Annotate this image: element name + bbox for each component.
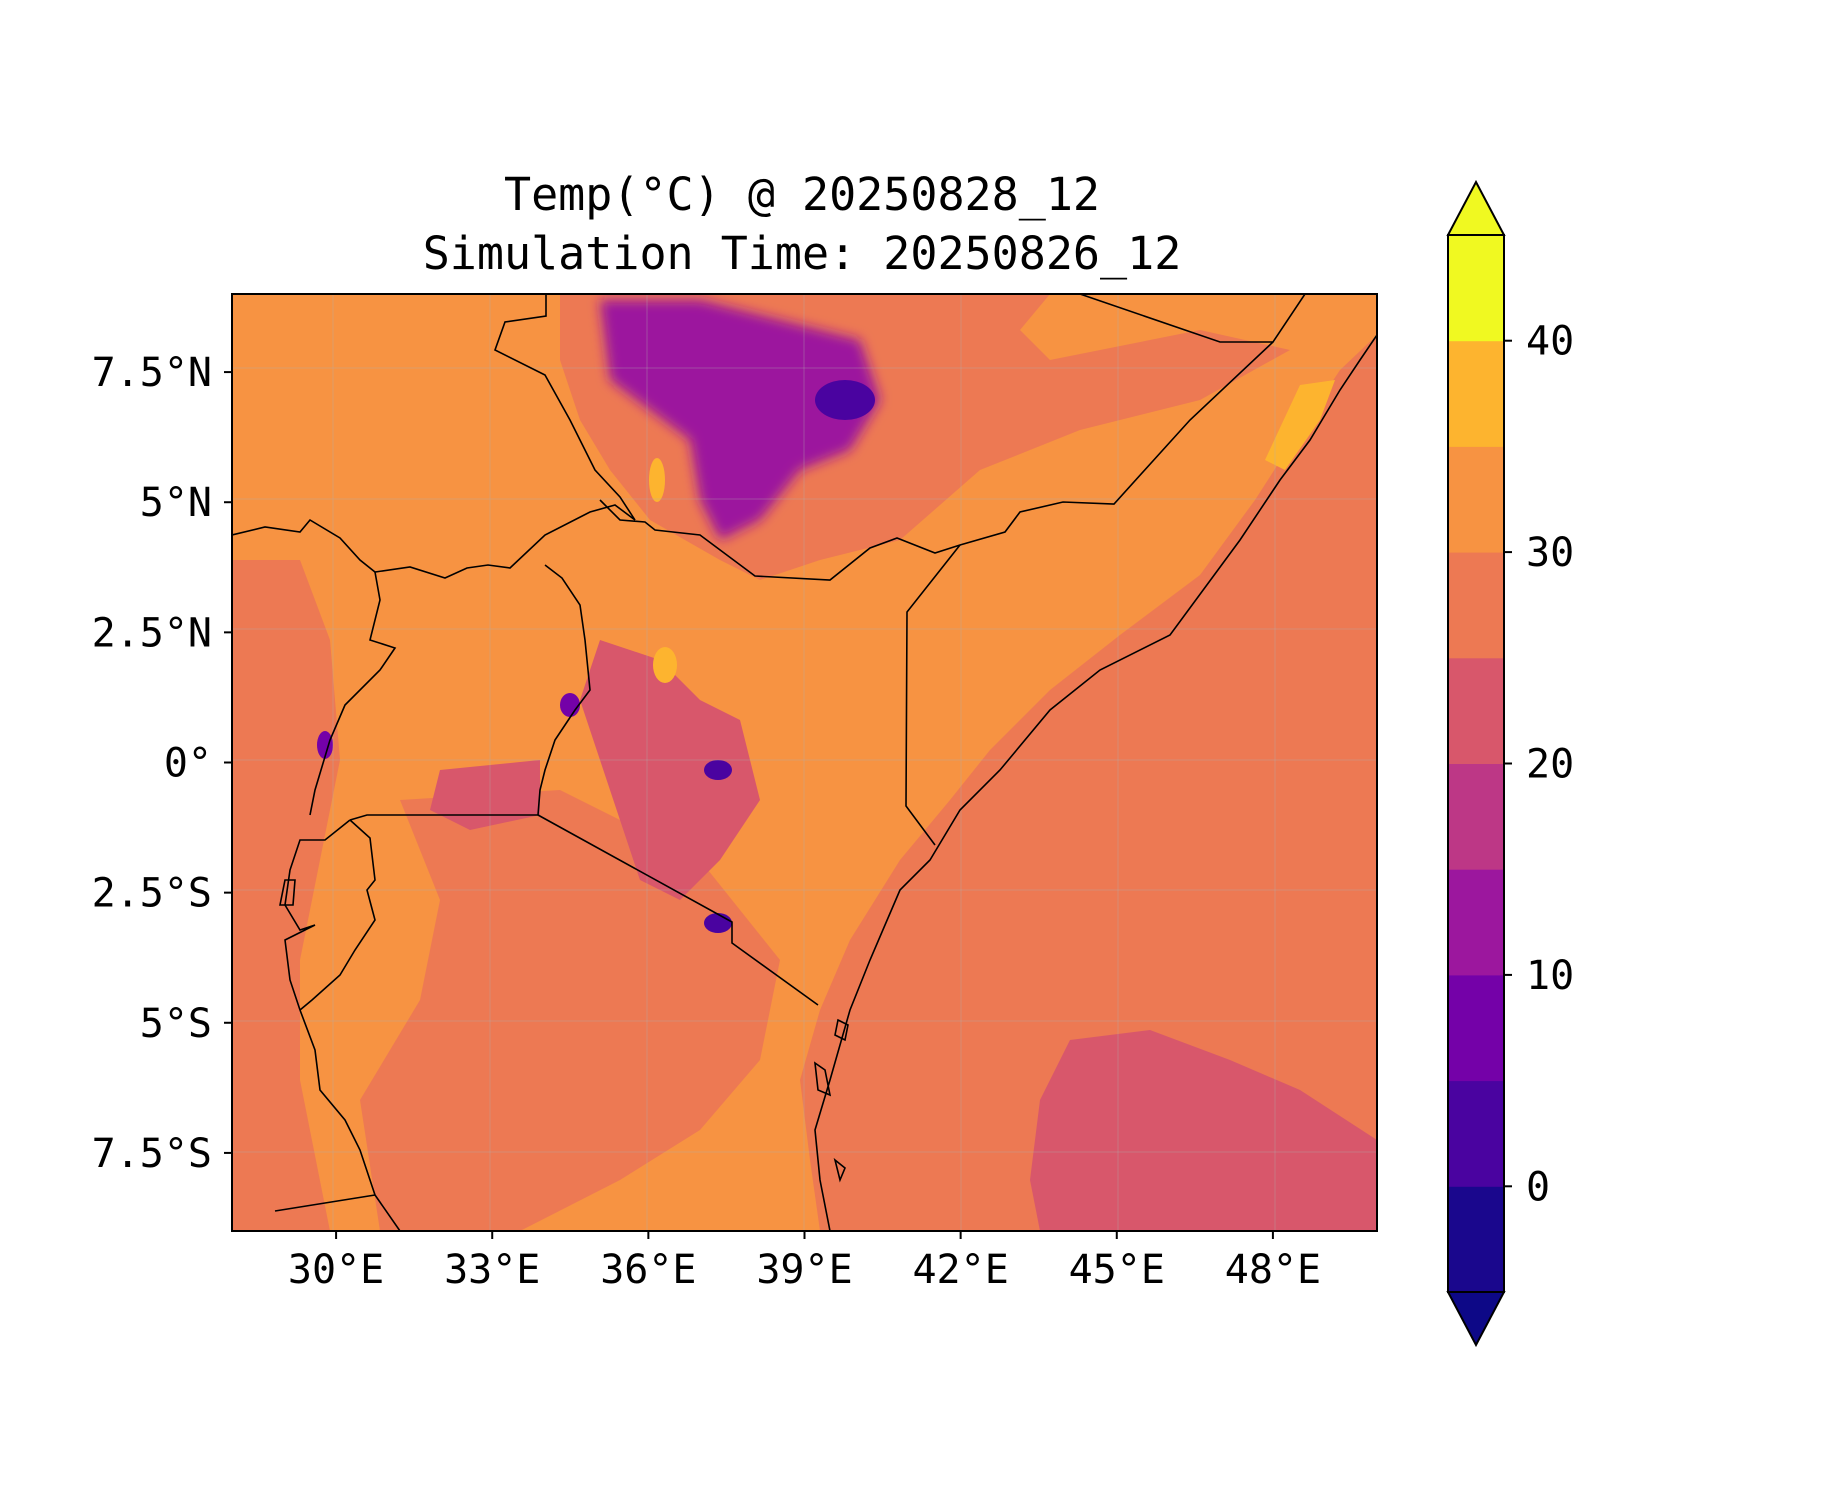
pemba-island bbox=[814, 1061, 832, 1097]
border-rwanda-drc bbox=[284, 819, 401, 1231]
y-tick-label: 7.5°N bbox=[92, 350, 212, 396]
y-tick-label: 2.5°S bbox=[92, 871, 212, 917]
field-peak-mt-kenya bbox=[704, 760, 732, 780]
border-rwanda-burundi-tanzania bbox=[299, 819, 376, 1011]
y-axis: 7.5°N 5°N 2.5°N 0° 2.5°S 5°S 7.5°S bbox=[92, 350, 232, 1177]
colorbar-segment bbox=[1448, 1186, 1504, 1293]
field-peak-kilimanjaro bbox=[704, 913, 732, 933]
colorbar-tick-label: 30 bbox=[1526, 530, 1574, 576]
y-tick-label: 5°N bbox=[140, 480, 212, 526]
colorbar-tick-label: 0 bbox=[1526, 1164, 1550, 1210]
y-tick-label: 5°S bbox=[140, 1001, 212, 1047]
coastline bbox=[814, 334, 1377, 1231]
x-tick-label: 30°E bbox=[288, 1247, 384, 1293]
y-tick-label: 2.5°N bbox=[92, 610, 212, 656]
border-somalia-ethiopia-south bbox=[599, 341, 1274, 581]
colorbar-segment bbox=[1448, 340, 1504, 447]
border-south-sudan-drc bbox=[232, 504, 636, 579]
colorbar-segment bbox=[1448, 869, 1504, 976]
x-tick-label: 45°E bbox=[1069, 1247, 1165, 1293]
lake-kivu-outline bbox=[279, 879, 296, 906]
field-peak-elgon bbox=[560, 693, 580, 717]
field-hot-somalia-coast bbox=[1265, 380, 1335, 470]
border-somalia-ethiopia bbox=[1079, 294, 1306, 343]
colorbar-segment bbox=[1448, 974, 1504, 1082]
border-sudan bbox=[494, 294, 636, 521]
colorbar-segment bbox=[1448, 446, 1504, 553]
field-kenya-highlands bbox=[580, 640, 760, 900]
colorbar-tick-label: 40 bbox=[1526, 319, 1574, 365]
y-tick-label: 7.5°S bbox=[92, 1131, 212, 1177]
colorbar-segment bbox=[1448, 763, 1504, 870]
map-title-line-1: Temp(°C) @ 20250828_12 bbox=[503, 168, 1101, 221]
colorbar-extend-low bbox=[1446, 1291, 1506, 1348]
zanzibar-island bbox=[834, 1018, 849, 1042]
colorbar-segment bbox=[1448, 1080, 1504, 1187]
x-tick-label: 39°E bbox=[756, 1247, 852, 1293]
x-tick-label: 36°E bbox=[600, 1247, 696, 1293]
field-hot-turkana bbox=[653, 647, 677, 683]
x-axis: 30°E 33°E 36°E 39°E 42°E 45°E 48°E bbox=[288, 1231, 1321, 1293]
field-ethiopia-cold bbox=[600, 300, 880, 540]
x-tick-label: 33°E bbox=[444, 1247, 540, 1293]
colorbar-segment bbox=[1448, 657, 1504, 764]
colorbar-segment bbox=[1448, 235, 1504, 342]
y-tick-label: 0° bbox=[164, 741, 212, 787]
border-uganda-west bbox=[309, 571, 397, 816]
field-ocean-cool bbox=[1030, 1030, 1377, 1231]
border-kenya-somalia bbox=[905, 544, 961, 846]
colorbar-extend-high bbox=[1446, 179, 1506, 236]
x-tick-label: 42°E bbox=[912, 1247, 1008, 1293]
field-hot-sudan bbox=[649, 458, 665, 502]
colorbar-segment bbox=[1448, 552, 1504, 659]
grid bbox=[232, 294, 1377, 1231]
map-title-line-2: Simulation Time: 20250826_12 bbox=[422, 227, 1182, 280]
colorbar-tick-label: 20 bbox=[1526, 742, 1574, 788]
field-tanzania-patch bbox=[360, 790, 780, 1231]
mafia-island bbox=[833, 1157, 846, 1183]
temperature-field bbox=[232, 294, 1377, 1231]
colorbar: 0 10 20 30 40 bbox=[1446, 179, 1574, 1348]
borders bbox=[232, 294, 1377, 1231]
field-lake-victoria bbox=[430, 760, 540, 830]
border-kenya-tanzania bbox=[537, 814, 819, 1006]
border-tanzania-zambia bbox=[274, 1194, 376, 1212]
border-tanzania-uganda bbox=[349, 814, 538, 821]
x-tick-label: 48°E bbox=[1225, 1247, 1321, 1293]
field-peak-ethiopia bbox=[815, 380, 875, 420]
border-uganda-kenya bbox=[537, 564, 591, 816]
field-peak-rwenzori bbox=[317, 731, 333, 759]
colorbar-tick-label: 10 bbox=[1526, 953, 1574, 999]
